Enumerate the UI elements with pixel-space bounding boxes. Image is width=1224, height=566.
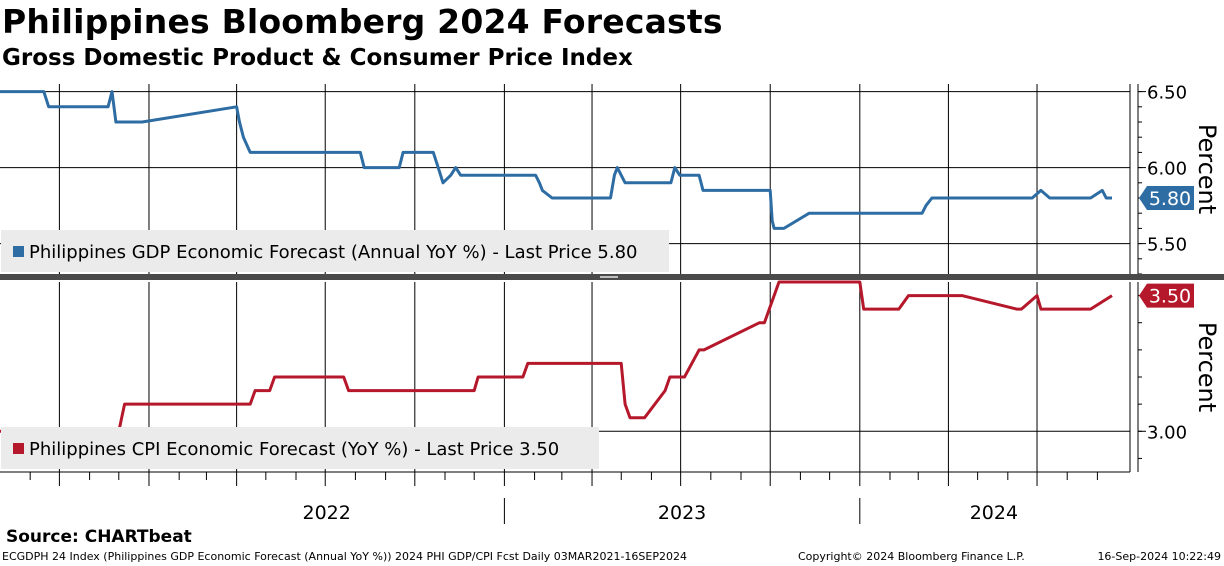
legend-swatch (13, 443, 24, 454)
legend-label: Philippines GDP Economic Forecast (Annua… (29, 242, 637, 263)
last-price-label: 5.80 (1149, 188, 1191, 210)
footer-series-info: ECGDPH 24 Index (Philippines GDP Economi… (2, 550, 687, 563)
y-tick-label: 6.00 (1147, 159, 1187, 180)
y-tick-label: 3.00 (1147, 422, 1187, 443)
separator-grip-icon (600, 276, 618, 278)
series-line (0, 90, 1112, 230)
last-price-badge (1139, 186, 1194, 210)
chart-title: Philippines Bloomberg 2024 Forecasts (2, 2, 723, 41)
legend-box (1, 427, 599, 469)
footer-copyright: Copyright© 2024 Bloomberg Finance L.P. (798, 550, 1025, 563)
x-year-label: 2023 (658, 502, 706, 524)
y-axis-title: Percent (1193, 124, 1221, 214)
y-tick-label: 5.50 (1147, 235, 1187, 256)
series-line (0, 280, 1113, 433)
y-tick-label: 6.50 (1147, 83, 1187, 104)
chart-subtitle: Gross Domestic Product & Consumer Price … (2, 45, 633, 71)
legend-label: Philippines CPI Economic Forecast (YoY %… (29, 439, 559, 460)
legend-swatch (13, 246, 24, 257)
x-year-label: 2022 (303, 502, 351, 524)
y-axis-title: Percent (1193, 322, 1221, 412)
x-axis: 2022 2023 2024 (0, 471, 1130, 524)
source-label: Source: CHARTbeat (6, 527, 192, 547)
last-price-label: 3.50 (1149, 286, 1191, 308)
x-year-label: 2024 (970, 502, 1018, 524)
last-price-badge (1139, 283, 1194, 308)
legend-box (1, 230, 669, 272)
footer-timestamp: 16-Sep-2024 10:22:49 (1097, 550, 1221, 563)
